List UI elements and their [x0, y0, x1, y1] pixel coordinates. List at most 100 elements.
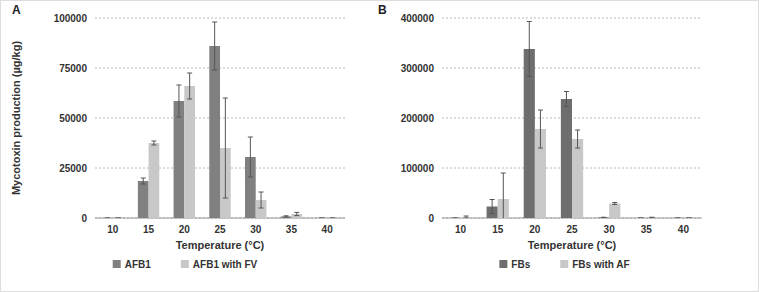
- chart-figure: A025000500007500010000010152025303540Tem…: [0, 0, 759, 292]
- y-tick-label: 50000: [59, 113, 87, 124]
- error-bar: [464, 216, 469, 218]
- bar: [461, 217, 472, 218]
- bar: [561, 99, 572, 218]
- error-bar: [141, 178, 146, 184]
- bar: [572, 139, 583, 218]
- error-bar: [564, 92, 569, 107]
- error-cap: [176, 117, 181, 118]
- bar: [149, 143, 160, 218]
- error-line: [261, 192, 262, 208]
- error-cap: [259, 192, 264, 193]
- error-bar: [638, 218, 643, 219]
- x-tick-label: 30: [250, 224, 262, 235]
- error-bar: [330, 218, 335, 219]
- bar: [138, 181, 149, 218]
- bar: [102, 218, 113, 219]
- error-line: [503, 173, 504, 218]
- error-line: [178, 85, 179, 117]
- legend-label: AFB1: [125, 259, 152, 270]
- legend-label: FBs: [511, 259, 530, 270]
- error-cap: [453, 218, 458, 219]
- error-cap: [464, 216, 469, 217]
- grid-line: [442, 18, 702, 19]
- plot-area: [105, 22, 335, 218]
- error-bar: [248, 137, 253, 177]
- error-cap: [687, 218, 692, 219]
- error-bar: [259, 192, 264, 208]
- error-bar: [601, 217, 606, 218]
- error-line: [529, 22, 530, 77]
- x-tick-label: 40: [322, 224, 334, 235]
- error-cap: [294, 215, 299, 216]
- y-tick-label: 300000: [401, 63, 435, 74]
- bar: [635, 218, 646, 219]
- legend-swatch: [499, 260, 507, 268]
- error-cap: [649, 217, 654, 218]
- error-bar: [490, 200, 495, 214]
- error-cap: [284, 217, 289, 218]
- bar: [316, 218, 327, 219]
- error-cap: [248, 177, 253, 178]
- x-tick-label: 40: [678, 224, 690, 235]
- error-line: [577, 130, 578, 148]
- error-bar: [527, 22, 532, 77]
- y-tick-label: 200000: [401, 113, 435, 124]
- panel: B010000020000030000040000010152025303540…: [378, 3, 702, 270]
- x-tick-label: 20: [529, 224, 541, 235]
- error-cap: [675, 218, 680, 219]
- error-cap: [187, 73, 192, 74]
- error-cap: [490, 199, 495, 200]
- error-cap: [527, 21, 532, 22]
- error-cap: [187, 99, 192, 100]
- error-cap: [141, 184, 146, 185]
- error-cap: [319, 218, 324, 219]
- error-bar: [212, 22, 217, 70]
- error-bar: [105, 218, 110, 219]
- error-cap: [612, 204, 617, 205]
- error-bar: [501, 173, 506, 218]
- y-tick-label: 0: [81, 213, 87, 224]
- error-cap: [601, 217, 606, 218]
- bar: [209, 46, 220, 218]
- error-cap: [176, 85, 181, 86]
- x-tick-label: 30: [604, 224, 616, 235]
- bar: [449, 218, 460, 219]
- error-cap: [319, 218, 324, 219]
- legend-label: AFB1 with FV: [193, 259, 258, 270]
- error-cap: [638, 218, 643, 219]
- error-cap: [601, 217, 606, 218]
- x-tick-label: 25: [566, 224, 578, 235]
- legend-label: FBs with AF: [572, 259, 629, 270]
- error-bar: [675, 218, 680, 219]
- bar: [646, 217, 657, 218]
- error-cap: [284, 215, 289, 216]
- error-line: [250, 137, 251, 177]
- error-bar: [649, 217, 654, 218]
- grid-line: [95, 18, 345, 19]
- panel-title: A: [12, 3, 21, 17]
- y-tick-label: 25000: [59, 163, 87, 174]
- error-bar: [176, 85, 181, 117]
- error-bar: [453, 218, 458, 219]
- x-tick-label: 10: [455, 224, 467, 235]
- error-line: [225, 98, 226, 198]
- error-line: [189, 73, 190, 99]
- bar: [672, 218, 683, 219]
- error-cap: [490, 213, 495, 214]
- error-bar: [187, 73, 192, 99]
- panel: A025000500007500010000010152025303540Tem…: [10, 3, 345, 270]
- error-cap: [105, 218, 110, 219]
- error-cap: [330, 218, 335, 219]
- error-cap: [638, 218, 643, 219]
- legend-swatch: [113, 260, 121, 268]
- error-bar: [223, 98, 228, 198]
- error-cap: [575, 130, 580, 131]
- error-cap: [223, 198, 228, 199]
- error-cap: [212, 70, 217, 71]
- panel-title: B: [378, 3, 387, 17]
- error-line: [540, 110, 541, 148]
- error-bar: [284, 216, 289, 217]
- error-cap: [564, 106, 569, 107]
- error-cap: [151, 141, 156, 142]
- error-cap: [248, 137, 253, 138]
